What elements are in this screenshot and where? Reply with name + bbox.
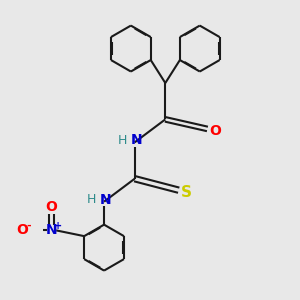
Text: O: O (209, 124, 221, 138)
Text: O: O (16, 224, 28, 237)
Text: O: O (46, 200, 58, 214)
Text: -: - (27, 221, 32, 231)
Text: N: N (46, 224, 57, 237)
Text: N: N (100, 193, 112, 207)
Text: N: N (131, 134, 142, 147)
Text: S: S (181, 184, 192, 200)
Text: H: H (87, 193, 97, 206)
Text: +: + (54, 221, 62, 231)
Text: H: H (118, 134, 127, 147)
